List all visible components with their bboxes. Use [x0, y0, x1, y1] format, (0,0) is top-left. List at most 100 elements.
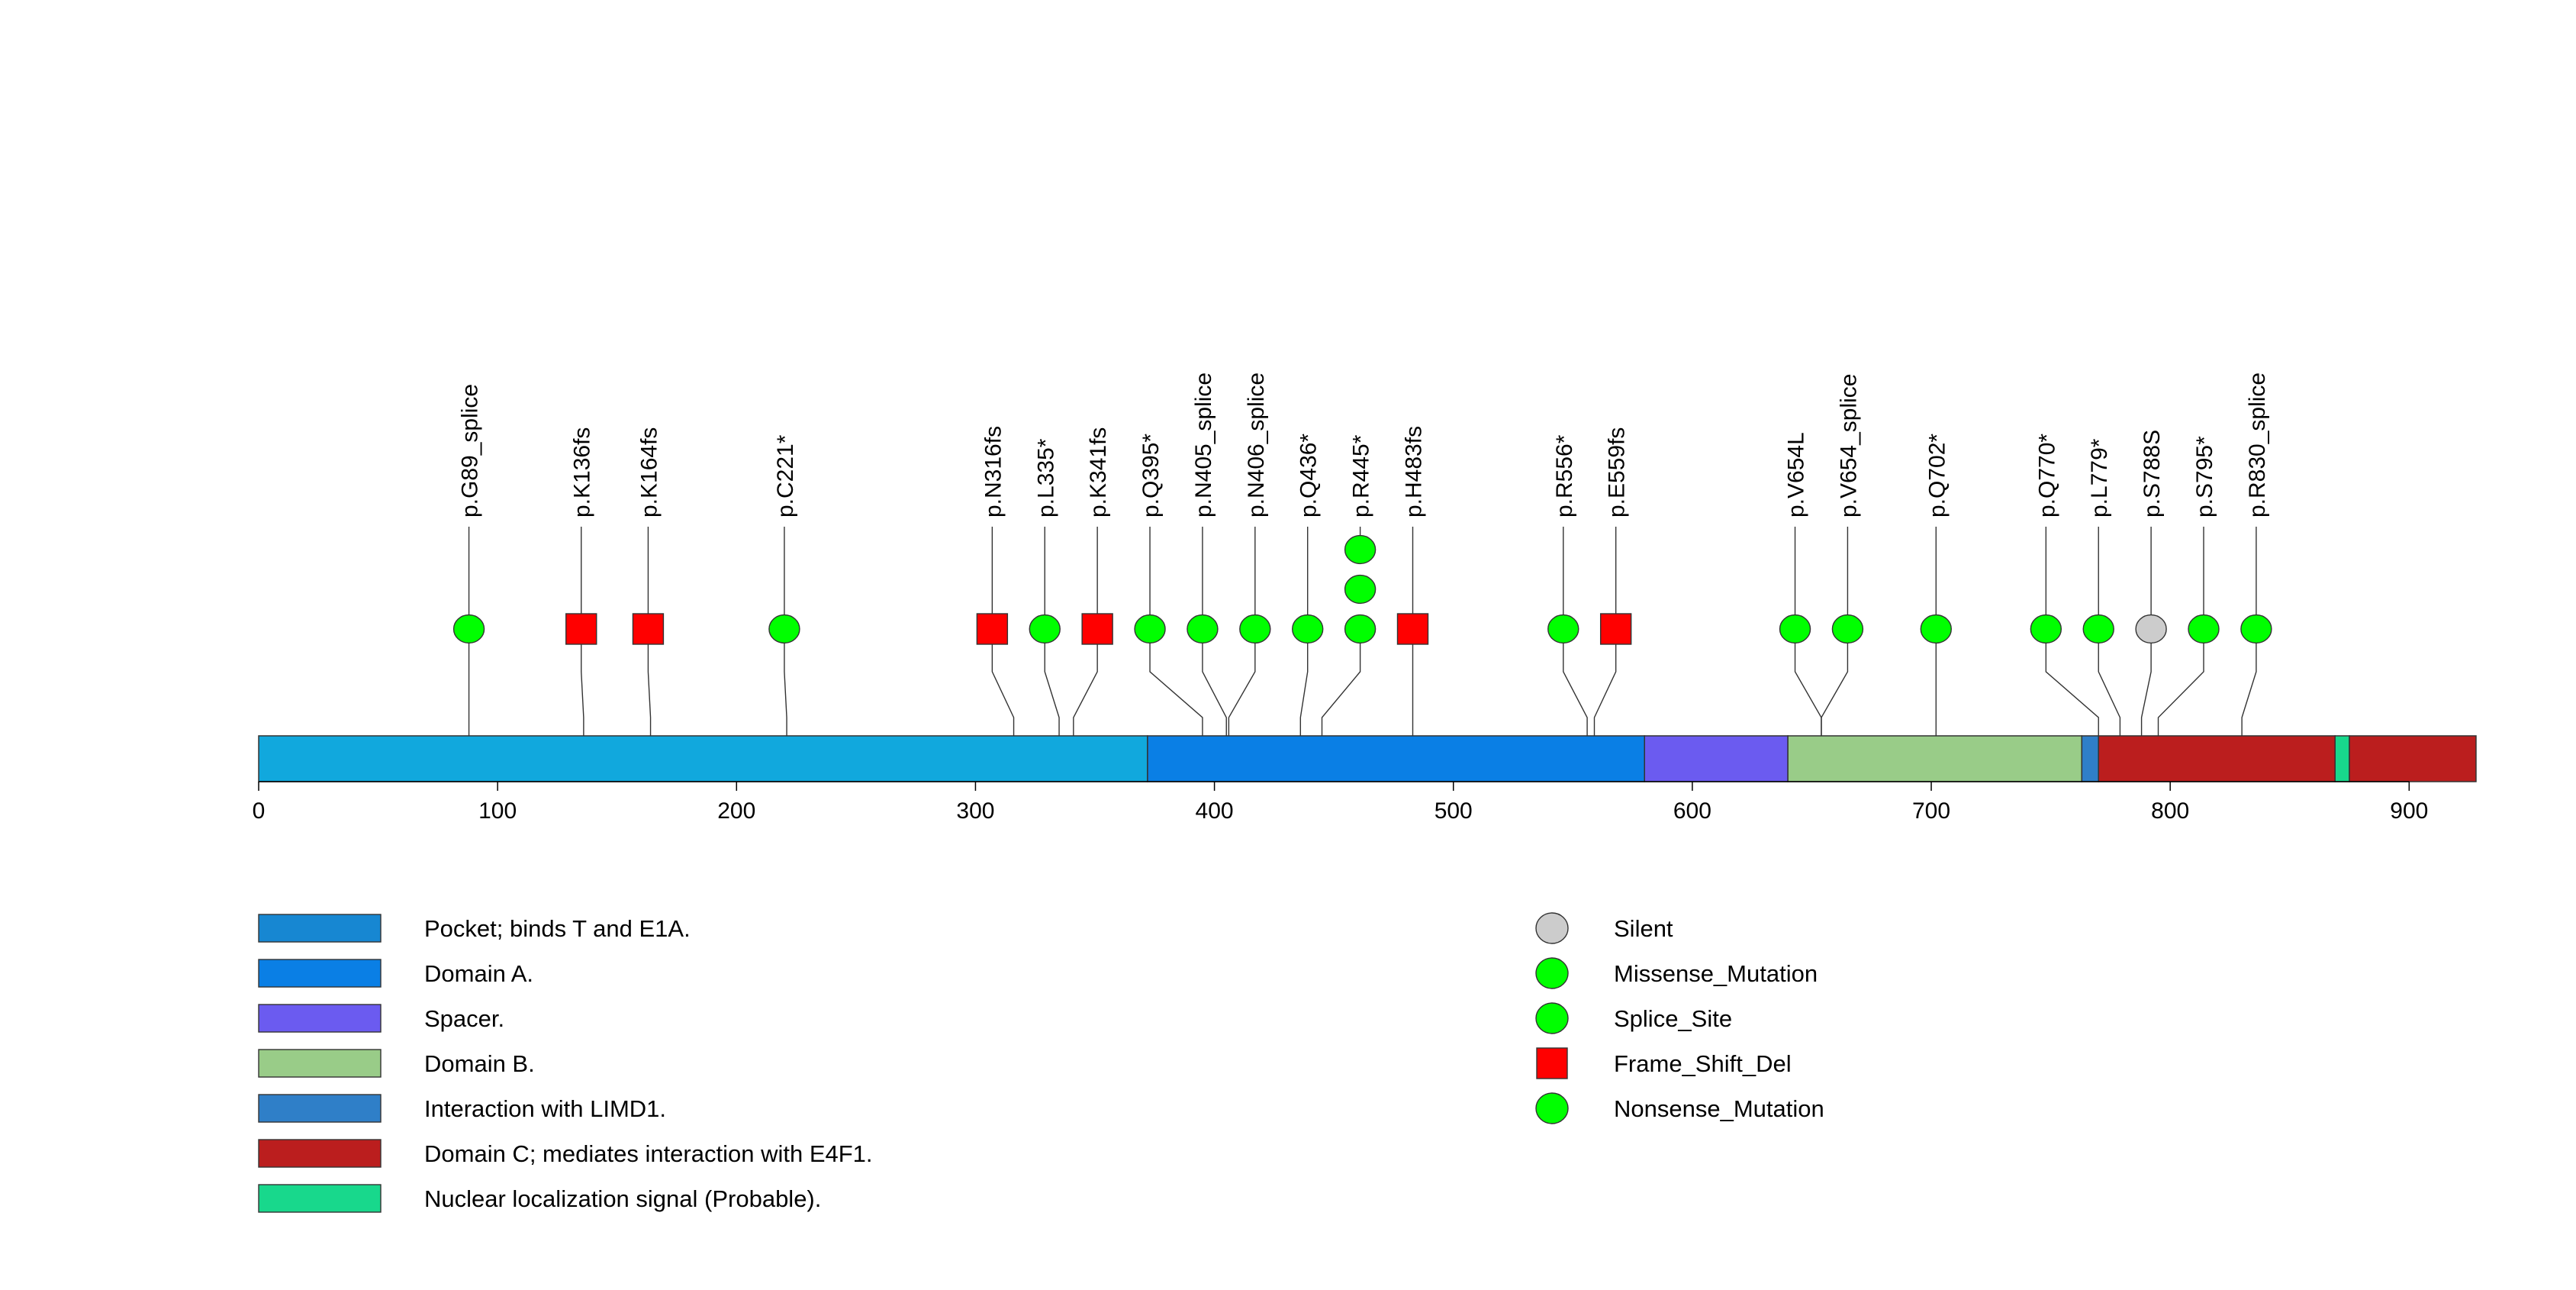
- mutation-label-0: p.G89_splice: [458, 384, 483, 518]
- mutation-stem-3: [784, 629, 787, 736]
- mutation-legend-label-1: Missense_Mutation: [1614, 960, 1818, 987]
- mutation-marker-22-0: [2240, 614, 2272, 644]
- mutation-marker-16-0: [1831, 614, 1864, 644]
- mutation-marker-20-0: [2135, 614, 2167, 644]
- mutation-stem-22: [2241, 629, 2257, 736]
- mutation-marker-9-0: [1239, 614, 1271, 644]
- domain-legend-label-5: Domain C; mediates interaction with E4F1…: [424, 1140, 873, 1167]
- mutation-label-12: p.H483fs: [1401, 426, 1426, 518]
- mutation-marker-2-0: [632, 613, 665, 645]
- domain-segment-6: [2334, 735, 2350, 782]
- mutation-stem-8: [1202, 629, 1227, 736]
- mutation-marker-12-0: [1396, 613, 1429, 645]
- mutation-marker-11-1: [1344, 574, 1377, 605]
- axis-tick-label-900: 900: [2390, 798, 2428, 824]
- mutation-stems: [468, 527, 2257, 736]
- mutation-label-5: p.L335*: [1033, 438, 1058, 518]
- domain-legend-label-6: Nuclear localization signal (Probable).: [424, 1185, 821, 1212]
- x-axis: 0 100 200 300 400 500 600 700 800 900: [253, 781, 2428, 824]
- domain-segment-0: [258, 735, 1148, 782]
- mutation-marker-17-0: [1920, 614, 1952, 644]
- mutation-marker-4-0: [976, 613, 1009, 645]
- mutation-stem-9: [1228, 629, 1256, 736]
- mutation-marker-21-0: [2188, 614, 2220, 644]
- mutation-label-18: p.Q770*: [2034, 434, 2059, 518]
- domain-legend-swatch-1: [258, 959, 382, 988]
- mutation-label-8: p.N405_splice: [1191, 372, 1216, 518]
- domain-segment-2: [1644, 735, 1789, 782]
- mutation-stem-19: [2098, 629, 2121, 736]
- mutation-type-legend: Silent Missense_Mutation Splice_Site Frame_…: [1535, 912, 1824, 1124]
- mutation-stem-20: [2140, 629, 2152, 736]
- mutation-stem-2: [647, 629, 652, 736]
- domain-segment-7: [2349, 735, 2477, 782]
- domain-legend-label-3: Domain B.: [424, 1050, 535, 1077]
- mutation-label-20: p.S788S: [2140, 430, 2165, 518]
- mutation-legend-label-2: Splice_Site: [1614, 1005, 1732, 1032]
- mutation-label-1: p.K136fs: [570, 427, 595, 518]
- mutation-label-4: p.N316fs: [980, 426, 1006, 518]
- mutation-labels: p.G89_splice p.K136fs p.K164fs p.C221* p.N31…: [458, 372, 2270, 518]
- mutation-stem-11: [1321, 629, 1361, 736]
- domain-legend-swatch-5: [258, 1139, 382, 1168]
- mutation-marker-3-0: [768, 614, 800, 644]
- domain-segment-4: [2081, 735, 2099, 782]
- axis-tick-label-200: 200: [717, 798, 755, 824]
- mutation-marker-8-0: [1187, 614, 1219, 644]
- mutation-marker-1-0: [565, 613, 597, 645]
- mutation-label-22: p.R830_splice: [2245, 372, 2270, 518]
- domain-segment-5: [2098, 735, 2336, 782]
- mutation-marker-10-0: [1292, 614, 1324, 644]
- mutation-label-21: p.S795*: [2192, 436, 2217, 518]
- domain-legend-swatch-4: [258, 1094, 382, 1123]
- mutation-stem-18: [2045, 629, 2099, 736]
- domain-legend: Pocket; binds T and E1A. Domain A. Spacer.…: [258, 914, 873, 1213]
- domain-legend-label-1: Domain A.: [424, 960, 533, 987]
- mutation-legend-swatch-0: [1535, 912, 1569, 944]
- mutation-label-13: p.R556*: [1552, 434, 1577, 518]
- mutation-legend-swatch-3: [1536, 1047, 1568, 1079]
- mutation-stem-1: [581, 629, 584, 736]
- domain-legend-swatch-6: [258, 1184, 382, 1213]
- mutation-legend-label-4: Nonsense_Mutation: [1614, 1095, 1824, 1122]
- axis-tick-label-400: 400: [1196, 798, 1234, 824]
- mutation-marker-7-0: [1134, 614, 1166, 644]
- mutation-label-3: p.C221*: [773, 434, 798, 518]
- axis-tick-label-0: 0: [253, 798, 266, 824]
- mutation-stem-13: [1563, 629, 1588, 736]
- mutation-label-14: p.E559fs: [1605, 427, 1630, 518]
- mutation-marker-19-0: [2082, 614, 2114, 644]
- mutation-label-10: p.Q436*: [1296, 434, 1322, 518]
- mutation-label-17: p.Q702*: [1924, 434, 1950, 518]
- domain-segment-3: [1787, 735, 2083, 782]
- mutation-legend-label-3: Frame_Shift_Del: [1614, 1050, 1792, 1077]
- mutation-stem-4: [991, 629, 1015, 736]
- mutation-marker-11-0: [1344, 614, 1377, 644]
- mutation-label-7: p.Q395*: [1138, 434, 1164, 518]
- domain-legend-swatch-3: [258, 1049, 382, 1078]
- axis-tick-label-700: 700: [1912, 798, 1950, 824]
- mutation-stem-6: [1073, 629, 1098, 736]
- mutation-stem-14: [1593, 629, 1617, 736]
- mutation-marker-6-0: [1081, 613, 1113, 645]
- mutation-stem-7: [1149, 629, 1203, 736]
- mutation-label-15: p.V654L: [1784, 432, 1809, 518]
- mutation-marker-14-0: [1599, 613, 1632, 645]
- mutation-stem-16: [1821, 629, 1849, 736]
- domain-segment-1: [1147, 735, 1645, 782]
- mutation-legend-label-0: Silent: [1614, 915, 1673, 942]
- mutation-stem-5: [1044, 629, 1060, 736]
- mutation-stem-10: [1299, 629, 1309, 736]
- domain-legend-label-4: Interaction with LIMD1.: [424, 1095, 666, 1122]
- axis-tick-label-800: 800: [2151, 798, 2189, 824]
- mutation-marker-0-0: [452, 614, 485, 644]
- axis-tick-label-600: 600: [1673, 798, 1711, 824]
- domain-legend-swatch-2: [258, 1004, 382, 1033]
- domain-legend-swatch-0: [258, 914, 382, 943]
- mutation-markers: [452, 534, 2272, 645]
- mutation-marker-11-2: [1344, 534, 1377, 565]
- mutation-label-16: p.V654_splice: [1836, 374, 1861, 518]
- mutation-stem-15: [1794, 629, 1822, 736]
- axis-tick-label-500: 500: [1435, 798, 1473, 824]
